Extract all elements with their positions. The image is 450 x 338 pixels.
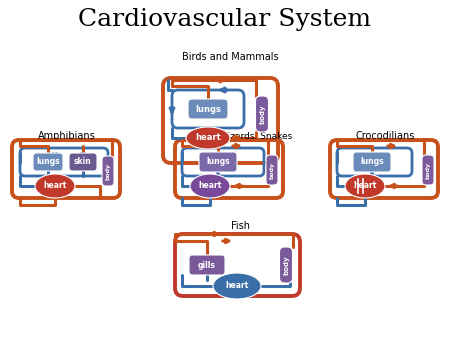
FancyBboxPatch shape [189,255,225,275]
Ellipse shape [35,174,75,198]
FancyBboxPatch shape [353,152,391,172]
Text: heart: heart [353,182,377,191]
Text: Cardiovascular System: Cardiovascular System [78,8,372,31]
Text: Amphibians: Amphibians [38,131,96,141]
Text: heart: heart [198,182,222,191]
Text: Crocodilians: Crocodilians [356,131,415,141]
Ellipse shape [190,174,230,198]
FancyBboxPatch shape [188,99,228,119]
FancyBboxPatch shape [422,155,434,185]
Text: skin: skin [74,158,92,167]
FancyBboxPatch shape [33,153,63,171]
Text: lungs: lungs [360,158,384,167]
FancyBboxPatch shape [266,155,278,185]
Text: lungs: lungs [195,104,221,114]
Text: lungs: lungs [36,158,60,167]
Text: body: body [270,162,274,178]
Text: Turtles, Lizards, Snakes: Turtles, Lizards, Snakes [187,132,292,141]
FancyBboxPatch shape [69,153,97,171]
FancyBboxPatch shape [102,156,114,186]
Ellipse shape [345,174,385,198]
Text: Fish: Fish [230,221,249,231]
FancyBboxPatch shape [199,152,237,172]
Text: lungs: lungs [206,158,230,167]
Text: Birds and Mammals: Birds and Mammals [182,52,278,62]
Text: body: body [105,163,111,179]
FancyBboxPatch shape [279,247,292,283]
Text: heart: heart [195,134,221,143]
Ellipse shape [213,273,261,299]
Text: body: body [426,162,431,178]
FancyBboxPatch shape [256,96,269,132]
Ellipse shape [186,127,230,149]
Text: heart: heart [43,182,67,191]
Text: gills: gills [198,261,216,269]
Text: body: body [283,255,289,275]
Text: body: body [259,104,265,124]
Text: heart: heart [225,282,249,290]
